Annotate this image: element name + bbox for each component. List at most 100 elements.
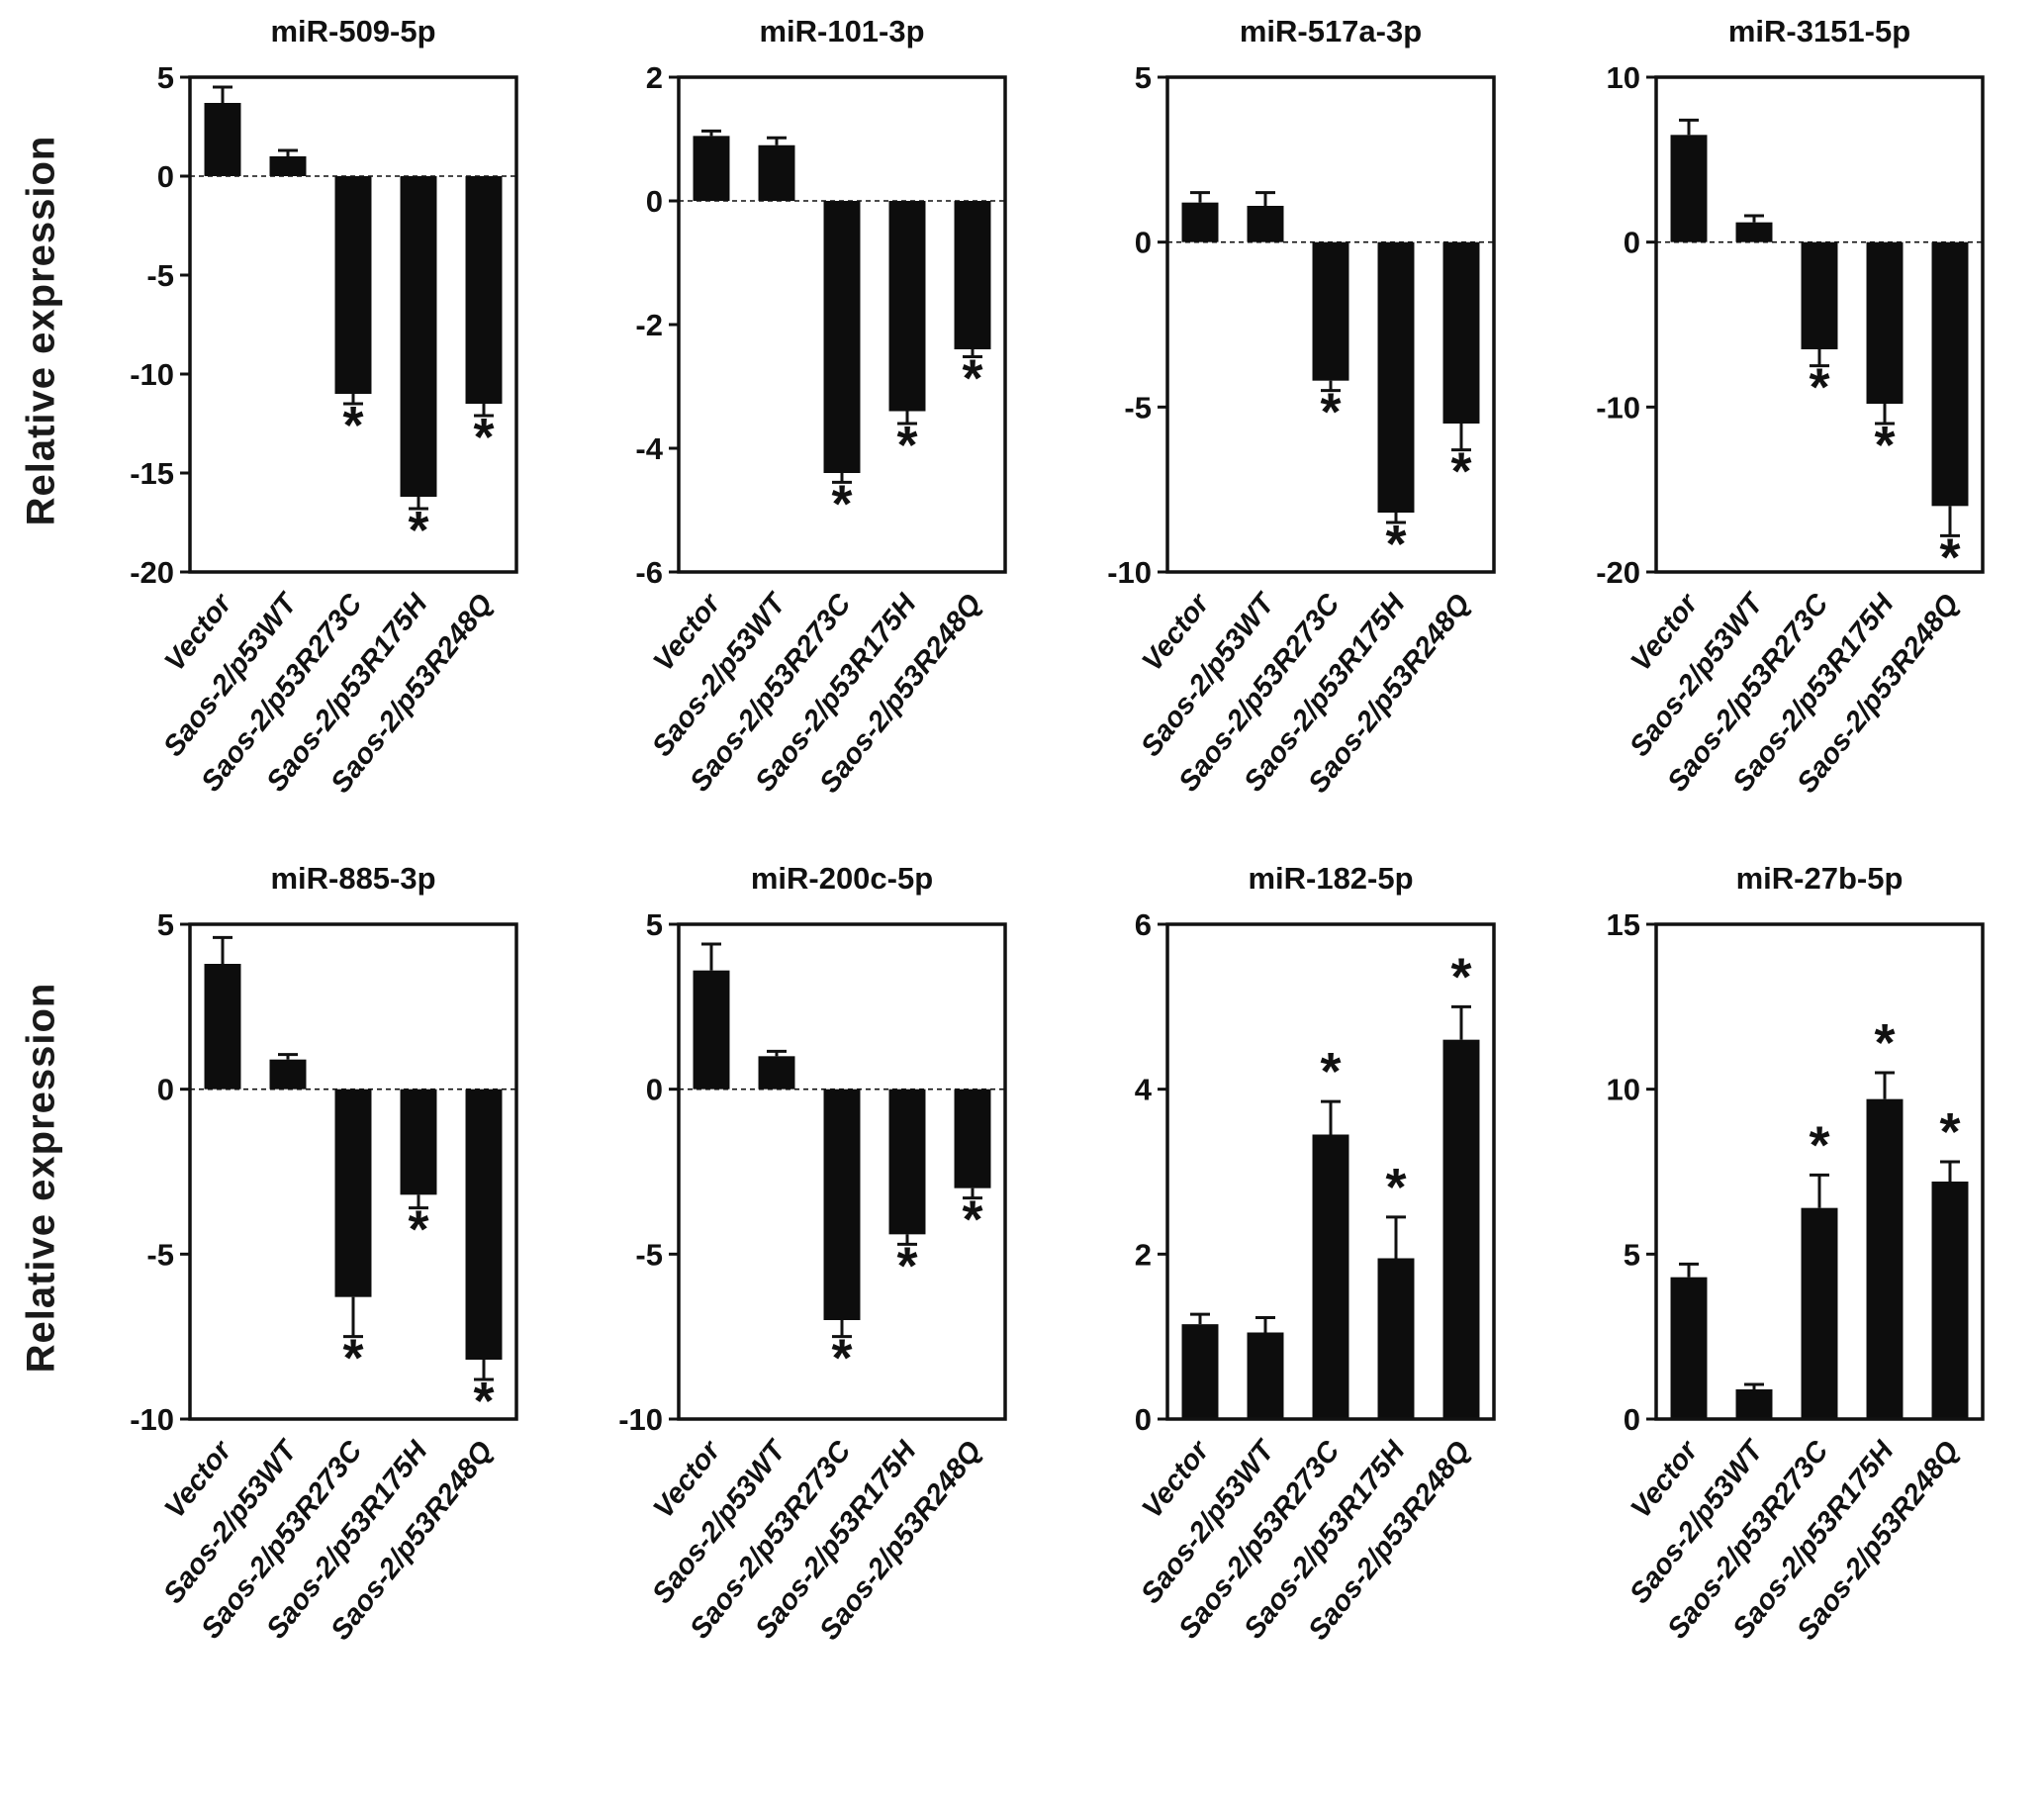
bar-chart-mir-101-3p: ***20-2-4-6VectorSaos-2/p53WTSaos-2/p53R…: [635, 61, 1007, 799]
y-tick-label: 5: [157, 908, 174, 942]
y-tick-label: -20: [1596, 555, 1640, 590]
y-tick-label: -4: [635, 431, 663, 466]
y-axis-label: Relative expression: [19, 135, 63, 526]
bar: [1377, 241, 1415, 513]
axis-frame: [188, 75, 518, 574]
bar: [888, 201, 926, 412]
significance-star: *: [1809, 358, 1829, 418]
bar-chart-mir-182-5p: ***6420VectorSaos-2/p53WTSaos-2/p53R273C…: [1135, 908, 1496, 1646]
y-tick-label: 0: [1624, 226, 1640, 260]
axis-frame: [188, 922, 518, 1421]
axis-frame: [677, 922, 1007, 1421]
bar-chart-mir-885-3p: ***50-5-10VectorSaos-2/p53WTSaos-2/p53R2…: [130, 908, 518, 1646]
chart-row-1: Relative expression miR-509-5p * * * 5 0 -5 -1…: [6, 14, 2044, 817]
bar: [823, 201, 861, 473]
bar: [1735, 1389, 1773, 1419]
significance-star: *: [1385, 515, 1406, 574]
y-tick-label: -5: [146, 1237, 174, 1272]
chart-cell-mir-3151-5p: miR-3151-5p * * * 10 0 -10 -20 Vector Saos-2/p53…: [1543, 14, 2032, 817]
chart-cell-mir-517a-3p: miR-517a-3p * * * 5 0 -5 -10 Vector Saos-2/p53WT…: [1055, 14, 1543, 817]
bar-chart-mir-509-5p: ***50-5-10-15-20VectorSaos-2/p53WTSaos-2…: [130, 61, 518, 799]
y-tick-label: 0: [1135, 226, 1152, 260]
y-tick-label: -5: [635, 1237, 663, 1272]
chart-cell-mir-101-3p: miR-101-3p * * * 2 0 -2 -4 -6 Vector Saos-2/p53WT…: [566, 14, 1055, 817]
bar: [1801, 241, 1838, 349]
bar: [1442, 1039, 1480, 1419]
y-tick-label: 2: [1135, 1237, 1152, 1272]
significance-star: *: [1874, 416, 1895, 475]
bar: [758, 1056, 795, 1090]
bar: [400, 1089, 437, 1195]
bar: [954, 201, 991, 349]
y-tick-label: -10: [1107, 555, 1152, 590]
y-tick-label: 2: [646, 61, 663, 95]
y-tick-label: 0: [1135, 1402, 1152, 1437]
bar: [1181, 202, 1219, 242]
bar: [334, 1089, 372, 1297]
bar: [269, 156, 307, 176]
y-tick-label: 0: [646, 1073, 663, 1107]
y-tick-label: 6: [1135, 908, 1152, 942]
significance-star: *: [408, 1200, 428, 1260]
bar: [465, 1089, 503, 1360]
bar: [1931, 1182, 1969, 1419]
chart-title: miR-101-3p: [759, 14, 925, 48]
significance-star: *: [896, 1236, 917, 1295]
bar: [1181, 1324, 1219, 1419]
chart-title: miR-885-3p: [270, 861, 436, 896]
significance-star: *: [1939, 527, 1960, 587]
significance-star: *: [342, 396, 363, 455]
bar: [334, 176, 372, 394]
significance-star: *: [473, 408, 494, 467]
significance-star: *: [1939, 1102, 1960, 1162]
significance-star: *: [1874, 1013, 1895, 1073]
chart-title: miR-182-5p: [1248, 861, 1414, 896]
bar: [465, 176, 503, 404]
bar-chart-mir-517a-3p: ***50-5-10VectorSaos-2/p53WTSaos-2/p53R2…: [1107, 61, 1496, 799]
y-tick-label: 5: [1135, 61, 1152, 95]
chart-title: miR-3151-5p: [1727, 14, 1911, 48]
y-tick-label: 0: [1624, 1402, 1640, 1437]
bar: [888, 1089, 926, 1235]
significance-star: *: [896, 416, 917, 475]
y-axis-label-column-2: Relative expression: [6, 861, 77, 1664]
significance-star: *: [831, 1329, 852, 1388]
y-tick-label: 10: [1607, 1073, 1640, 1107]
y-tick-label: -5: [146, 258, 174, 293]
bar: [1247, 206, 1284, 242]
bar: [1735, 222, 1773, 242]
bar: [954, 1089, 991, 1188]
y-tick-label: -6: [635, 555, 663, 590]
bar: [1866, 1098, 1904, 1419]
y-tick-label: 4: [1135, 1073, 1153, 1107]
bar: [204, 103, 241, 176]
figure: Relative expression miR-509-5p * * * 5 0 -5 -1…: [6, 14, 2044, 1664]
y-tick-label: 0: [646, 184, 663, 219]
axis-frame: [1165, 75, 1496, 574]
y-axis-label-column-1: Relative expression: [6, 14, 77, 817]
bar: [1377, 1258, 1415, 1419]
bar: [1866, 241, 1904, 404]
chart-row-2: Relative expression miR-885-3p * * * 5 0 -5 -1…: [6, 861, 2044, 1664]
bar: [1670, 135, 1708, 242]
significance-star: *: [962, 1190, 982, 1250]
bar: [1247, 1332, 1284, 1419]
y-tick-label: 15: [1607, 908, 1640, 942]
bar: [823, 1089, 861, 1320]
chart-title: miR-27b-5p: [1735, 861, 1904, 896]
bar: [693, 970, 730, 1090]
axis-frame: [1165, 922, 1496, 1421]
bar: [1312, 1134, 1349, 1419]
significance-star: *: [473, 1372, 494, 1431]
bar: [1670, 1277, 1708, 1419]
chart-cell-mir-200c-5p: miR-200c-5p * * * 5 0 -5 -10 Vector Saos-2/p53WT…: [566, 861, 1055, 1664]
significance-star: *: [1385, 1158, 1406, 1217]
significance-star: *: [408, 501, 428, 560]
y-tick-label: -10: [130, 357, 174, 392]
y-tick-label: -15: [130, 456, 174, 491]
y-tick-label: 10: [1607, 61, 1640, 95]
chart-cell-mir-509-5p: miR-509-5p * * * 5 0 -5 -10 -15 -20 Vector Saos-2/…: [77, 14, 566, 817]
bar: [204, 964, 241, 1090]
chart-cell-mir-27b-5p: miR-27b-5p * * * 15 10 5 0 Vector Saos-2/p53WT Sa…: [1543, 861, 2032, 1664]
bar-chart-mir-27b-5p: ***151050VectorSaos-2/p53WTSaos-2/p53R27…: [1607, 908, 1985, 1646]
